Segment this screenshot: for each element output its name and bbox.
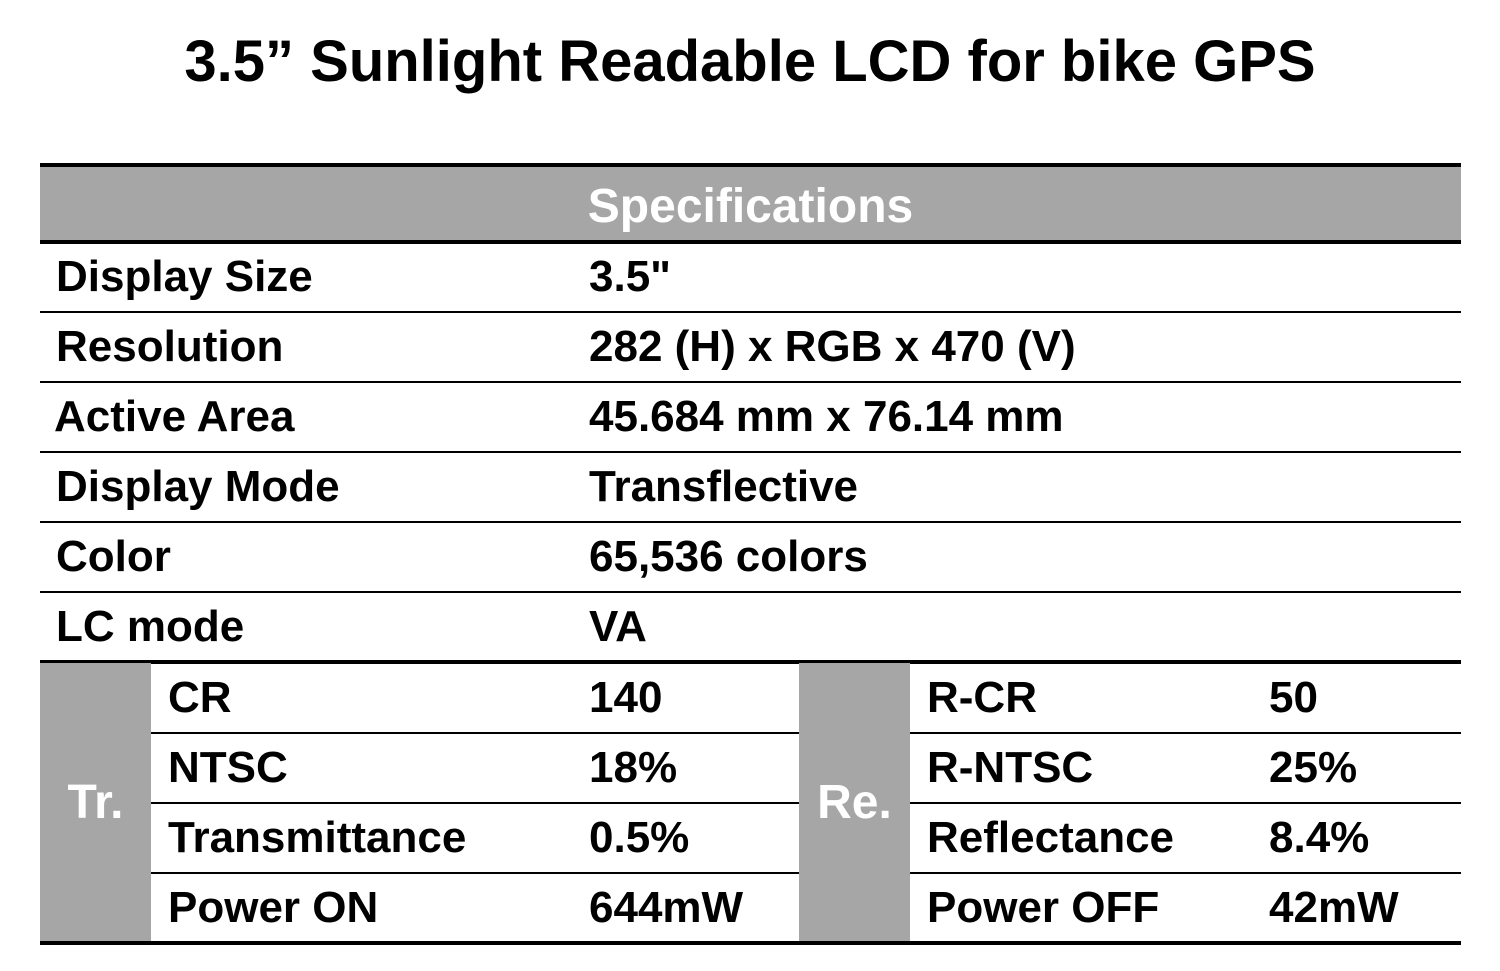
- row-label-display-mode: Display Mode: [56, 462, 340, 511]
- specifications-table: Specifications Display Size 3.5" Resolut…: [40, 163, 1461, 945]
- tr-label-transmittance: Transmittance: [168, 813, 467, 862]
- row-divider: [40, 591, 1461, 593]
- row-divider: [910, 802, 1461, 804]
- row-divider: [910, 872, 1461, 874]
- tr-label-ntsc: NTSC: [168, 743, 288, 792]
- row-label-resolution: Resolution: [56, 322, 284, 371]
- reflective-group-label: Re.: [799, 663, 910, 941]
- re-value-reflectance: 8.4%: [1269, 813, 1370, 862]
- row-value-display-size: 3.5": [589, 252, 672, 301]
- tr-value-transmittance: 0.5%: [589, 813, 690, 862]
- row-divider: [40, 311, 1461, 313]
- row-divider: [151, 732, 799, 734]
- tr-label-cr: CR: [168, 673, 232, 722]
- tr-value-ntsc: 18%: [589, 743, 678, 792]
- row-divider: [910, 732, 1461, 734]
- row-divider: [40, 521, 1461, 523]
- row-label-display-size: Display Size: [56, 252, 313, 301]
- re-value-r-ntsc: 25%: [1269, 743, 1358, 792]
- re-label-reflectance: Reflectance: [927, 813, 1175, 862]
- re-value-power-off: 42mW: [1269, 883, 1399, 932]
- tr-value-cr: 140: [589, 673, 663, 722]
- row-label-color: Color: [56, 532, 171, 581]
- header-rule: [40, 240, 1461, 244]
- row-value-lc-mode: VA: [589, 602, 647, 651]
- top-rule: [40, 163, 1461, 167]
- row-label-active-area: Active Area: [54, 392, 295, 441]
- row-divider: [151, 802, 799, 804]
- row-label-lc-mode: LC mode: [56, 602, 245, 651]
- re-label-r-cr: R-CR: [927, 673, 1037, 722]
- table-header: Specifications: [40, 167, 1461, 241]
- re-label-power-off: Power OFF: [927, 883, 1160, 932]
- re-value-r-cr: 50: [1269, 673, 1318, 722]
- row-divider: [151, 872, 799, 874]
- row-value-resolution: 282 (H) x RGB x 470 (V): [589, 322, 1076, 371]
- row-value-active-area: 45.684 mm x 76.14 mm: [589, 392, 1064, 441]
- row-divider: [40, 451, 1461, 453]
- transmissive-group-label: Tr.: [40, 663, 151, 941]
- tr-label-power-on: Power ON: [168, 883, 379, 932]
- section-rule: [40, 660, 1461, 664]
- row-value-display-mode: Transflective: [589, 462, 859, 511]
- re-label-r-ntsc: R-NTSC: [927, 743, 1094, 792]
- bottom-rule: [40, 941, 1461, 945]
- tr-value-power-on: 644mW: [589, 883, 744, 932]
- page-title: 3.5” Sunlight Readable LCD for bike GPS: [184, 29, 1316, 94]
- row-value-color: 65,536 colors: [589, 532, 868, 581]
- row-divider: [40, 381, 1461, 383]
